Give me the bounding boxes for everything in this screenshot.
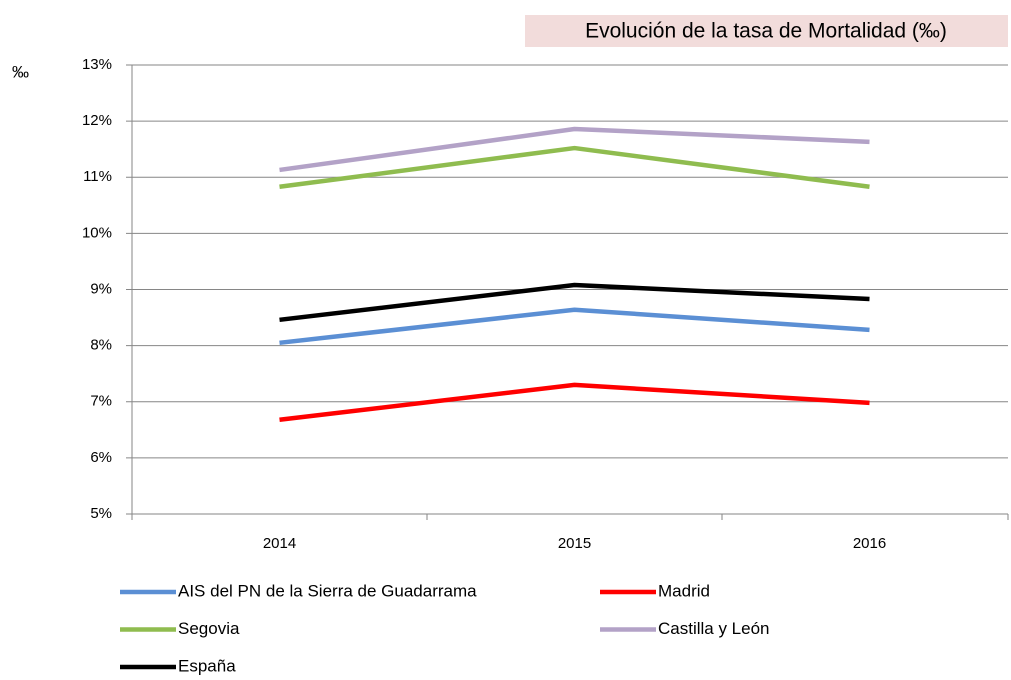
x-tick-label: 2015 <box>558 535 591 552</box>
y-tick-label: 9% <box>90 280 112 297</box>
legend-label: Madrid <box>658 581 710 600</box>
x-tick-label: 2016 <box>853 535 886 552</box>
legend-label: Segovia <box>178 619 240 638</box>
y-tick-label: 5% <box>90 505 112 522</box>
y-tick-label: 8% <box>90 337 112 354</box>
series-line <box>279 282 870 323</box>
chart-title: Evolución de la tasa de Mortalidad (‰) <box>585 20 947 43</box>
series-line <box>279 307 870 346</box>
y-axis-label: ‰ <box>12 62 29 81</box>
y-tick-label: 10% <box>82 224 112 241</box>
legend-label: Castilla y León <box>658 619 770 638</box>
y-tick-label: 7% <box>90 393 112 410</box>
legend-label: España <box>178 656 236 675</box>
y-tick-label: 12% <box>82 112 112 129</box>
y-tick-label: 6% <box>90 449 112 466</box>
x-tick-label: 2014 <box>263 535 296 552</box>
y-tick-label: 11% <box>83 168 112 185</box>
y-tick-label: 13% <box>82 56 112 73</box>
series-line <box>279 145 870 190</box>
title-background <box>525 15 1008 47</box>
series-line <box>279 382 870 422</box>
series-line <box>279 126 870 173</box>
legend-label: AIS del PN de la Sierra de Guadarrama <box>178 581 477 600</box>
